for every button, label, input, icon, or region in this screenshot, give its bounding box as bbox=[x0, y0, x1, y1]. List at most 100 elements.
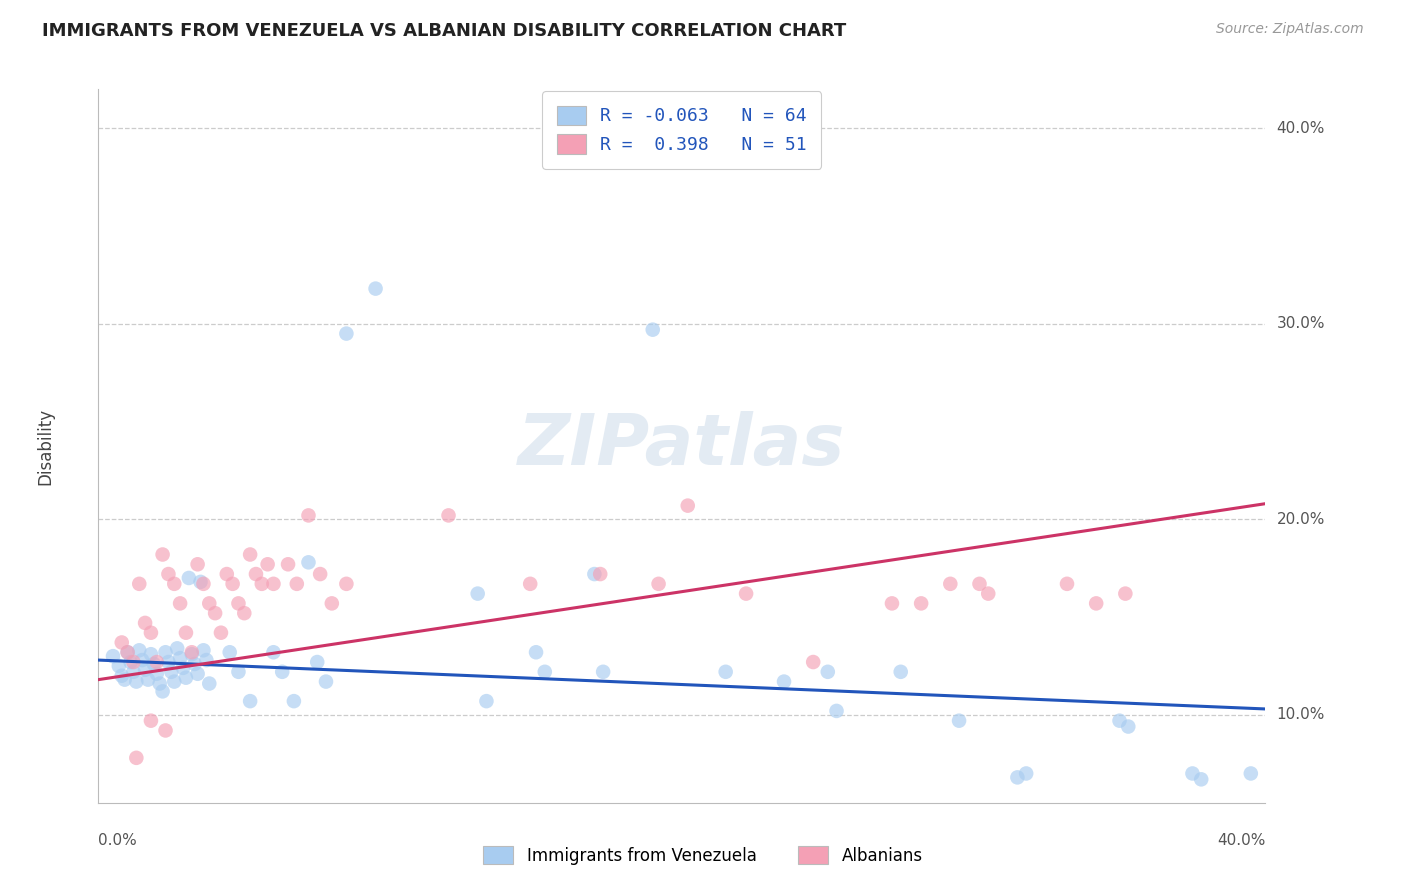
Point bbox=[111, 669, 134, 683]
Point bbox=[262, 577, 284, 591]
Point bbox=[128, 643, 150, 657]
Point bbox=[149, 676, 172, 690]
Point bbox=[880, 596, 903, 610]
Point bbox=[335, 577, 357, 591]
Point bbox=[111, 635, 134, 649]
Point bbox=[131, 653, 153, 667]
Point bbox=[641, 323, 664, 337]
Point bbox=[193, 643, 215, 657]
Point bbox=[198, 676, 221, 690]
Point bbox=[139, 647, 162, 661]
Point bbox=[108, 659, 131, 673]
Text: Disability: Disability bbox=[37, 408, 55, 484]
Point bbox=[166, 641, 188, 656]
Point bbox=[245, 567, 267, 582]
Point bbox=[101, 649, 124, 664]
Point bbox=[228, 665, 250, 679]
Point bbox=[146, 666, 169, 681]
Point bbox=[218, 645, 240, 659]
Point bbox=[160, 665, 183, 679]
Point bbox=[321, 596, 343, 610]
Point bbox=[183, 657, 205, 671]
Point bbox=[890, 665, 912, 679]
Point bbox=[204, 606, 226, 620]
Point bbox=[309, 567, 332, 582]
Text: ZIPatlas: ZIPatlas bbox=[519, 411, 845, 481]
Text: 0.0%: 0.0% bbox=[98, 833, 138, 848]
Point bbox=[437, 508, 460, 523]
Point bbox=[1189, 772, 1212, 787]
Point bbox=[297, 508, 319, 523]
Point bbox=[198, 596, 221, 610]
Point bbox=[125, 751, 148, 765]
Point bbox=[647, 577, 669, 591]
Point bbox=[215, 567, 238, 582]
Point bbox=[1240, 766, 1263, 780]
Text: 30.0%: 30.0% bbox=[1277, 317, 1324, 331]
Point bbox=[910, 596, 932, 610]
Point bbox=[307, 655, 329, 669]
Point bbox=[285, 577, 308, 591]
Point bbox=[1108, 714, 1130, 728]
Point bbox=[335, 326, 357, 341]
Point bbox=[163, 577, 186, 591]
Point bbox=[1007, 771, 1029, 785]
Point bbox=[817, 665, 839, 679]
Point bbox=[139, 714, 162, 728]
Point bbox=[735, 586, 758, 600]
Point bbox=[193, 577, 215, 591]
Point bbox=[152, 684, 174, 698]
Point bbox=[146, 655, 169, 669]
Point bbox=[122, 665, 145, 679]
Point bbox=[315, 674, 337, 689]
Point bbox=[283, 694, 305, 708]
Point bbox=[1181, 766, 1204, 780]
Point bbox=[221, 577, 243, 591]
Point bbox=[277, 558, 299, 572]
Point bbox=[163, 674, 186, 689]
Point bbox=[209, 625, 232, 640]
Point bbox=[524, 645, 547, 659]
Point bbox=[233, 606, 256, 620]
Point bbox=[1116, 720, 1139, 734]
Point bbox=[128, 577, 150, 591]
Point bbox=[174, 671, 197, 685]
Point bbox=[134, 663, 156, 677]
Point bbox=[271, 665, 294, 679]
Point bbox=[228, 596, 250, 610]
Point bbox=[773, 674, 796, 689]
Text: 40.0%: 40.0% bbox=[1277, 120, 1324, 136]
Point bbox=[801, 655, 824, 669]
Point bbox=[948, 714, 970, 728]
Point bbox=[364, 282, 387, 296]
Point bbox=[177, 571, 200, 585]
Point bbox=[174, 625, 197, 640]
Point bbox=[122, 655, 145, 669]
Point bbox=[136, 673, 159, 687]
Point bbox=[714, 665, 737, 679]
Point bbox=[134, 615, 156, 630]
Point bbox=[157, 655, 180, 669]
Point bbox=[1114, 586, 1136, 600]
Point bbox=[157, 567, 180, 582]
Text: 10.0%: 10.0% bbox=[1277, 707, 1324, 723]
Point bbox=[172, 661, 194, 675]
Point bbox=[1056, 577, 1078, 591]
Point bbox=[187, 666, 209, 681]
Point bbox=[117, 645, 139, 659]
Legend: Immigrants from Venezuela, Albanians: Immigrants from Venezuela, Albanians bbox=[475, 838, 931, 873]
Point bbox=[475, 694, 498, 708]
Point bbox=[825, 704, 848, 718]
Point bbox=[467, 586, 489, 600]
Point bbox=[583, 567, 606, 582]
Point bbox=[969, 577, 991, 591]
Point bbox=[589, 567, 612, 582]
Point bbox=[256, 558, 278, 572]
Point bbox=[180, 647, 202, 661]
Point bbox=[1085, 596, 1108, 610]
Point bbox=[262, 645, 284, 659]
Point bbox=[114, 673, 136, 687]
Point bbox=[180, 645, 202, 659]
Point bbox=[977, 586, 1000, 600]
Text: 20.0%: 20.0% bbox=[1277, 512, 1324, 527]
